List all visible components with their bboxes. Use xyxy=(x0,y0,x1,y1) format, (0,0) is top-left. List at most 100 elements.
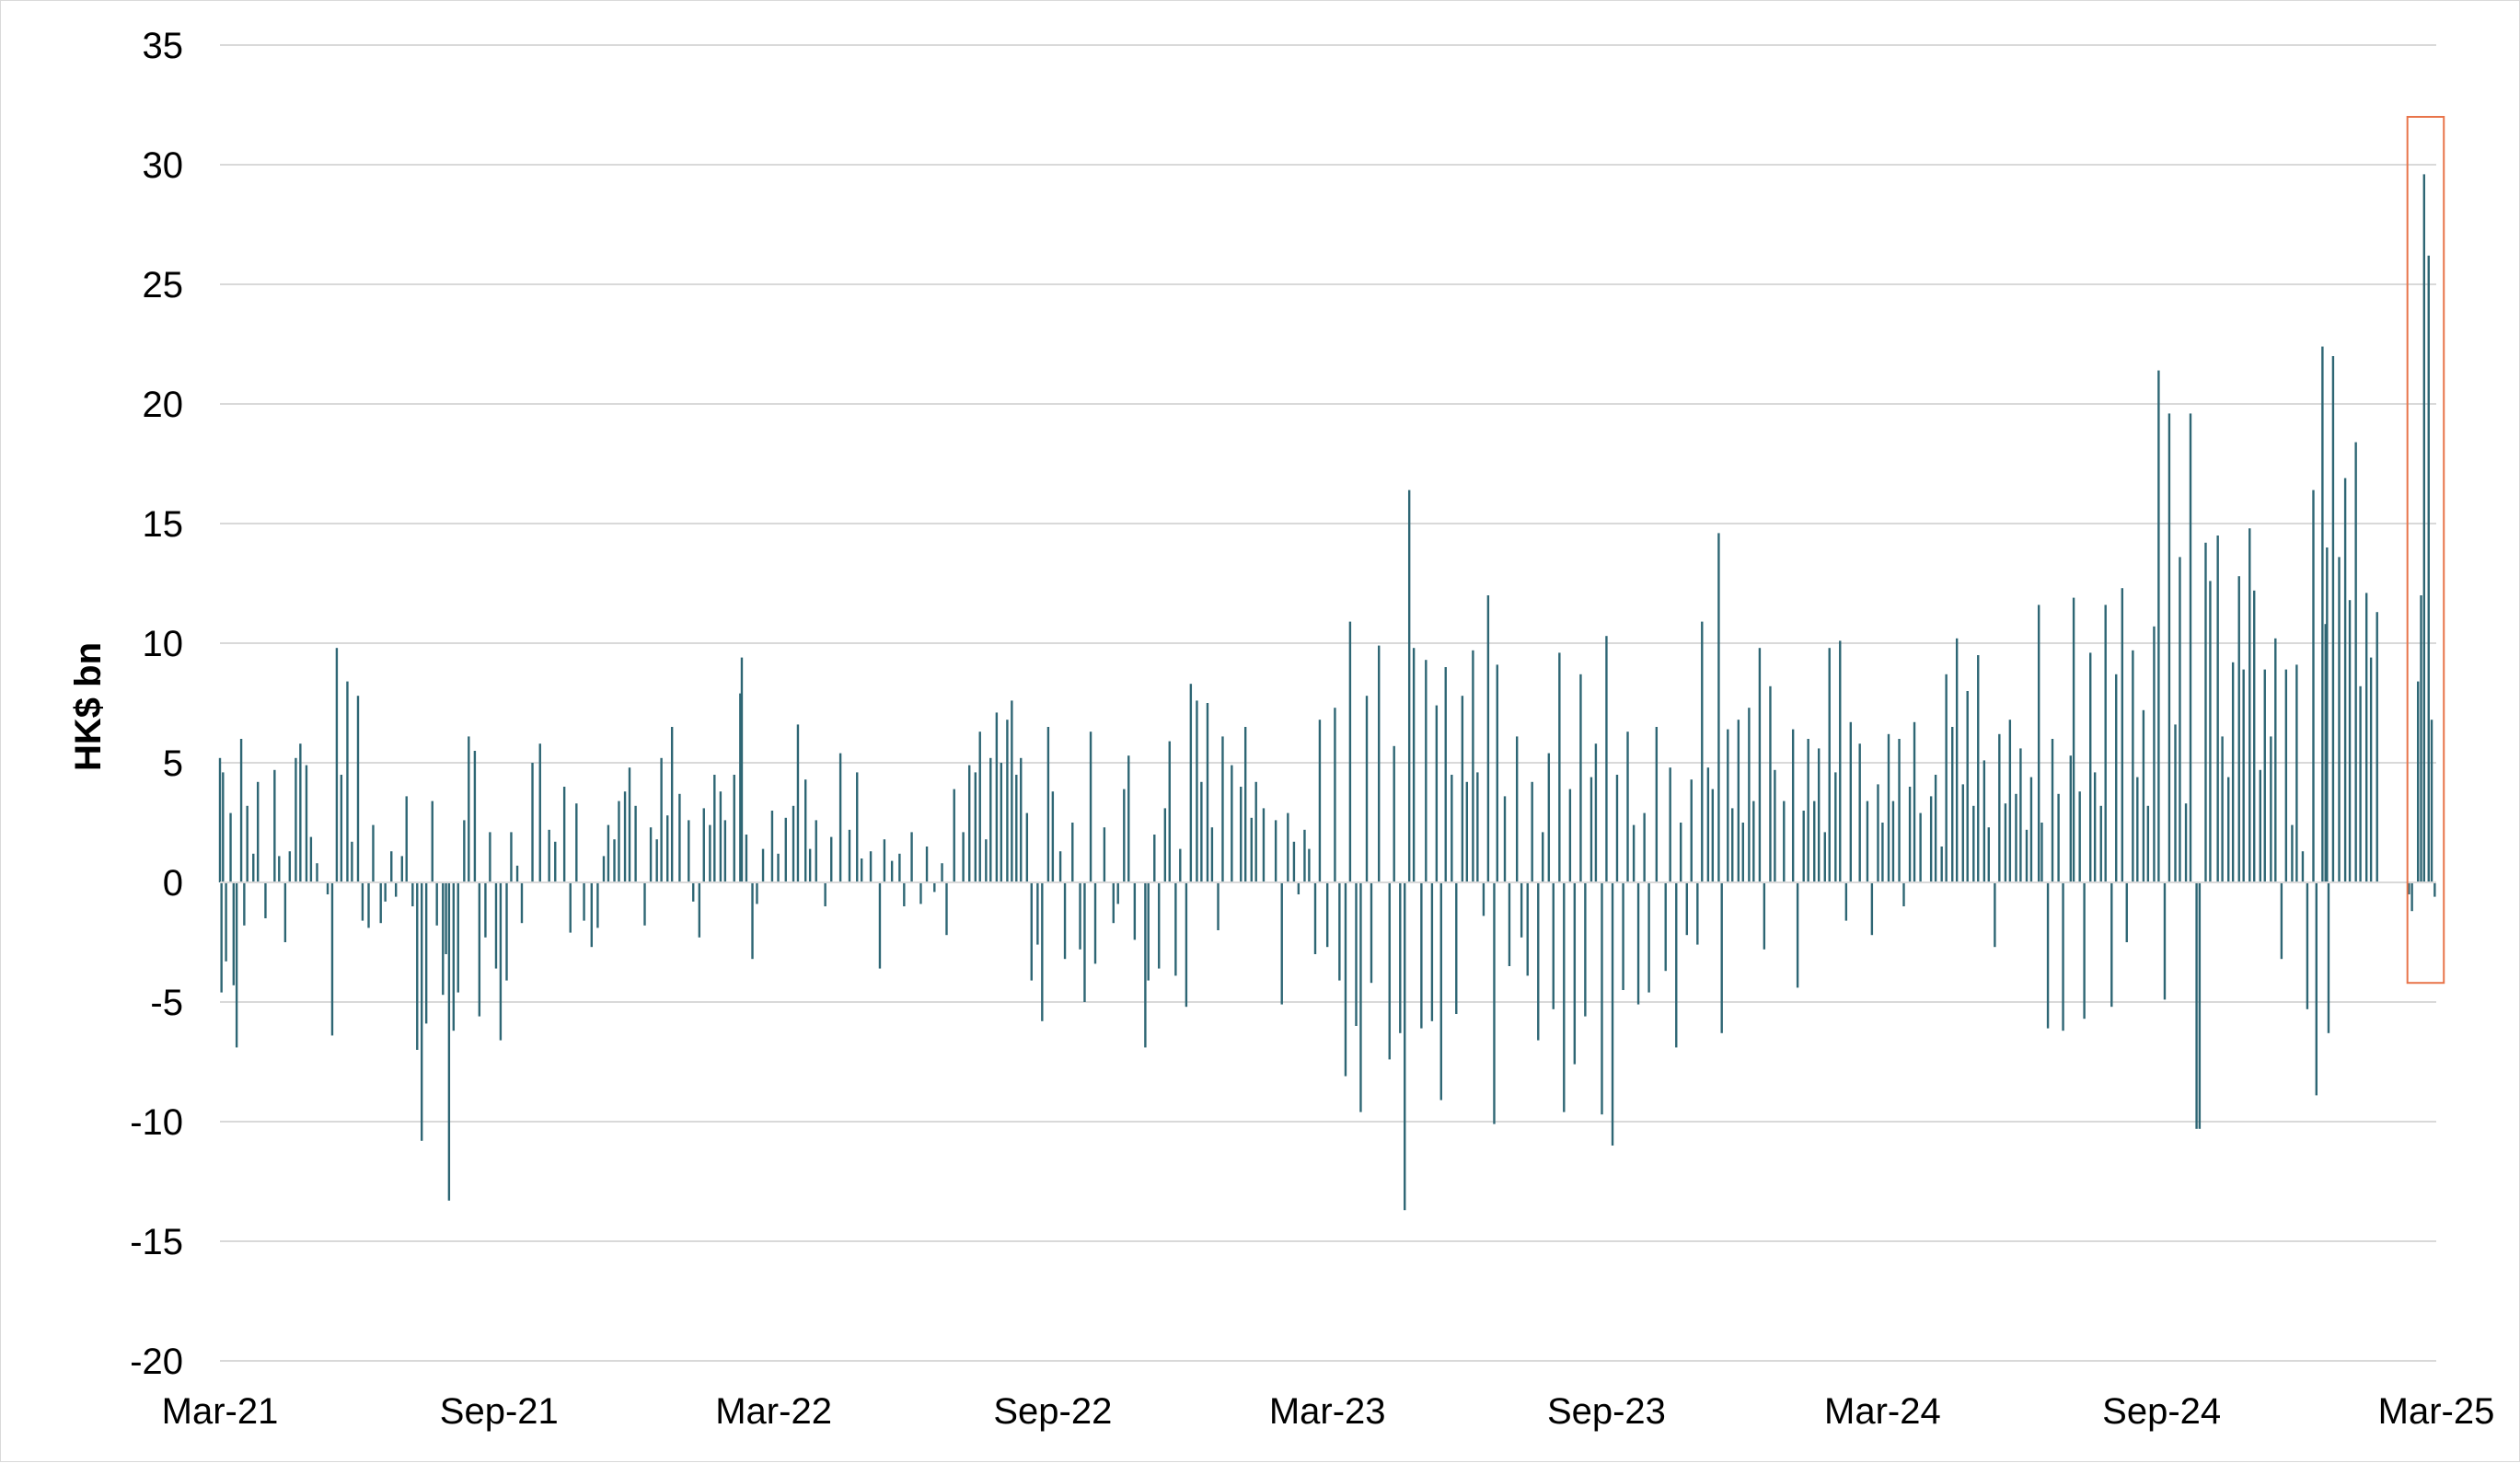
bar xyxy=(1982,760,1986,882)
bar xyxy=(2354,442,2357,882)
bar xyxy=(264,882,267,918)
bar xyxy=(848,829,851,882)
bar xyxy=(1046,727,1050,882)
bar xyxy=(1834,772,1837,882)
bar xyxy=(1093,882,1097,964)
bar xyxy=(548,829,550,882)
bar xyxy=(273,769,276,882)
bar xyxy=(860,858,863,882)
bar xyxy=(1972,805,1975,882)
bar xyxy=(985,839,988,882)
bar xyxy=(1303,829,1306,882)
bar xyxy=(995,712,999,882)
bar xyxy=(2062,882,2064,1031)
bar xyxy=(468,736,470,882)
bar xyxy=(1063,882,1067,960)
bar xyxy=(803,779,807,882)
bar xyxy=(1748,708,1751,882)
bar xyxy=(1542,832,1544,882)
bar xyxy=(1399,882,1402,1033)
bar xyxy=(1274,820,1277,882)
bar xyxy=(2284,669,2288,882)
bar xyxy=(1465,781,1469,882)
bar xyxy=(808,848,812,882)
bar xyxy=(1647,882,1650,993)
bar xyxy=(2004,803,2007,882)
bar xyxy=(520,882,524,924)
x-tick-label: Mar-21 xyxy=(162,1391,279,1432)
bar xyxy=(442,882,445,996)
bar xyxy=(602,856,606,882)
bar xyxy=(933,882,936,893)
bar xyxy=(1966,691,1969,882)
bar xyxy=(1763,882,1766,950)
bar xyxy=(2248,528,2251,882)
bar xyxy=(719,791,722,882)
bar xyxy=(2430,720,2433,882)
bar xyxy=(1461,696,1464,882)
bar xyxy=(698,882,701,938)
bar xyxy=(1977,655,1980,882)
bar xyxy=(1568,789,1572,882)
bar xyxy=(1579,674,1582,882)
bar xyxy=(243,882,246,926)
bar xyxy=(745,835,748,882)
bar xyxy=(890,860,894,882)
bar xyxy=(390,851,393,882)
bar xyxy=(2136,777,2139,882)
bar xyxy=(1589,777,1593,882)
bar xyxy=(1147,882,1150,981)
bar xyxy=(692,882,695,902)
bar xyxy=(411,882,414,906)
bar xyxy=(1476,772,1479,882)
bar xyxy=(1348,621,1352,882)
bar xyxy=(1951,727,1954,882)
bar xyxy=(531,763,534,882)
bar xyxy=(2364,593,2368,882)
bar xyxy=(299,743,302,882)
bar xyxy=(1262,808,1266,882)
bar xyxy=(618,801,620,882)
bar xyxy=(607,824,610,882)
bar xyxy=(962,832,965,882)
bar xyxy=(2312,490,2315,882)
bar xyxy=(2231,662,2235,882)
bar xyxy=(2348,600,2352,882)
bar xyxy=(2078,791,2081,882)
bar xyxy=(1558,652,1561,882)
bar xyxy=(1486,595,1490,882)
bar xyxy=(2327,882,2330,1033)
bar xyxy=(2321,346,2324,883)
bar xyxy=(340,775,343,882)
bar xyxy=(1025,812,1029,882)
bar xyxy=(1706,767,1710,882)
bar xyxy=(1280,882,1283,1005)
x-tick-label: Mar-25 xyxy=(2378,1391,2495,1432)
bar xyxy=(473,751,477,882)
bar xyxy=(1934,775,1937,882)
bar xyxy=(1116,882,1119,904)
bar xyxy=(394,882,398,897)
bar xyxy=(1036,882,1039,945)
bar xyxy=(2189,413,2192,882)
bar xyxy=(1563,882,1566,1112)
bar xyxy=(1690,779,1693,882)
bar xyxy=(1552,882,1555,1009)
bar xyxy=(478,882,481,1017)
bar xyxy=(1210,827,1214,882)
bar xyxy=(220,882,223,993)
bar xyxy=(384,882,387,902)
bar xyxy=(1103,827,1106,882)
bar xyxy=(2204,542,2207,882)
bar xyxy=(1378,645,1381,882)
bar xyxy=(1451,775,1453,882)
bar xyxy=(1168,741,1171,882)
bar xyxy=(1664,882,1667,972)
bar xyxy=(510,832,513,882)
bar xyxy=(2242,669,2245,882)
bar xyxy=(1913,721,1916,882)
bar xyxy=(2019,748,2022,882)
bar xyxy=(2417,681,2420,882)
bar xyxy=(1611,882,1614,1146)
bar xyxy=(688,820,690,882)
